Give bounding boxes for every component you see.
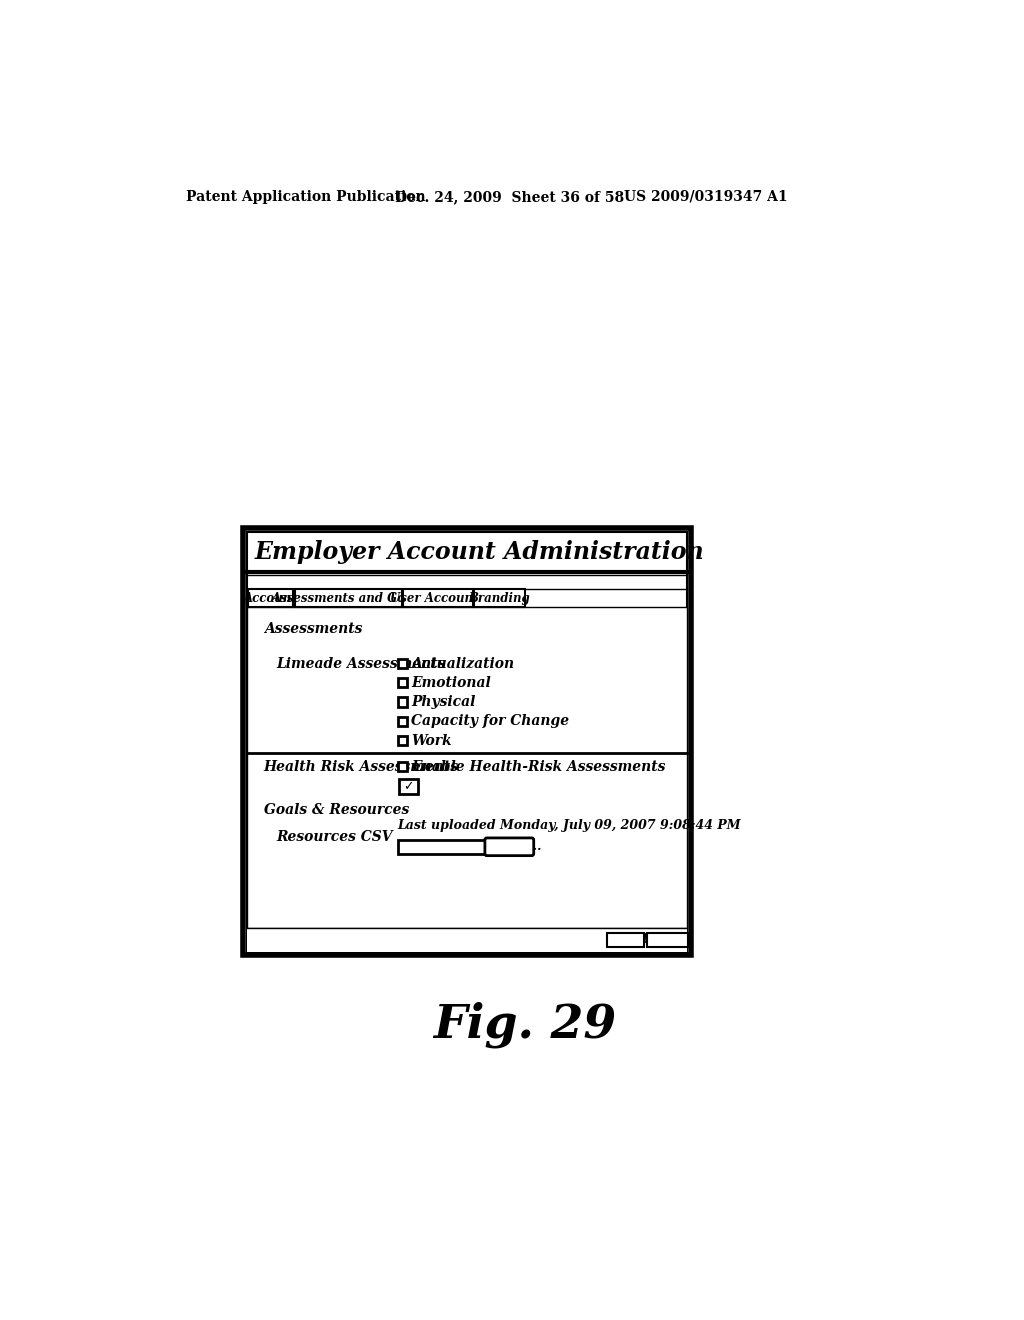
Text: Emotional: Emotional xyxy=(411,676,490,690)
Text: Health Risk Assessments: Health Risk Assessments xyxy=(263,760,459,774)
Text: Patent Application Publication: Patent Application Publication xyxy=(186,190,426,203)
Bar xyxy=(397,737,407,744)
Text: Assessments and Goals: Assessments and Goals xyxy=(271,591,425,605)
Text: US 2009/0319347 A1: US 2009/0319347 A1 xyxy=(624,190,787,203)
Text: Last uploaded Monday, July 09, 2007 9:08:44 PM: Last uploaded Monday, July 09, 2007 9:08… xyxy=(397,820,741,833)
Text: Dec. 24, 2009  Sheet 36 of 58: Dec. 24, 2009 Sheet 36 of 58 xyxy=(395,190,625,203)
Text: Enable Health-Risk Assessments: Enable Health-Risk Assessments xyxy=(411,760,666,774)
Bar xyxy=(295,589,401,607)
Text: Branding: Branding xyxy=(469,591,530,605)
Bar xyxy=(397,717,407,726)
Text: Goals & Resources: Goals & Resources xyxy=(263,803,409,817)
Bar xyxy=(397,762,407,771)
Text: Work: Work xyxy=(411,734,452,747)
Text: Limeade Assessments: Limeade Assessments xyxy=(276,656,445,671)
Bar xyxy=(397,659,407,668)
Text: User Accounts: User Accounts xyxy=(390,591,485,605)
Bar xyxy=(243,528,690,956)
Bar xyxy=(247,532,687,952)
FancyBboxPatch shape xyxy=(485,838,534,855)
Bar xyxy=(397,697,407,706)
Bar xyxy=(397,840,486,854)
Text: Assessments: Assessments xyxy=(263,622,362,636)
Text: ✓: ✓ xyxy=(403,780,414,793)
Bar xyxy=(399,779,418,795)
Bar xyxy=(474,589,524,607)
Text: Actualization: Actualization xyxy=(411,656,514,671)
Bar xyxy=(247,928,687,952)
Bar xyxy=(647,933,687,946)
Text: Fig. 29: Fig. 29 xyxy=(433,1002,616,1048)
Bar xyxy=(247,576,687,589)
Text: Close: Close xyxy=(606,933,645,946)
Bar xyxy=(248,589,293,607)
Text: Capacity for Change: Capacity for Change xyxy=(411,714,569,729)
Text: Update: Update xyxy=(642,933,692,946)
Text: Physical: Physical xyxy=(411,696,475,709)
Text: Browse...: Browse... xyxy=(477,841,542,853)
Bar xyxy=(397,678,407,688)
Bar xyxy=(247,607,687,928)
Text: Resources CSV: Resources CSV xyxy=(276,830,392,843)
Text: Account: Account xyxy=(244,591,297,605)
Bar xyxy=(607,933,644,946)
Text: Employer Account Administration: Employer Account Administration xyxy=(254,540,703,564)
Bar xyxy=(403,589,473,607)
